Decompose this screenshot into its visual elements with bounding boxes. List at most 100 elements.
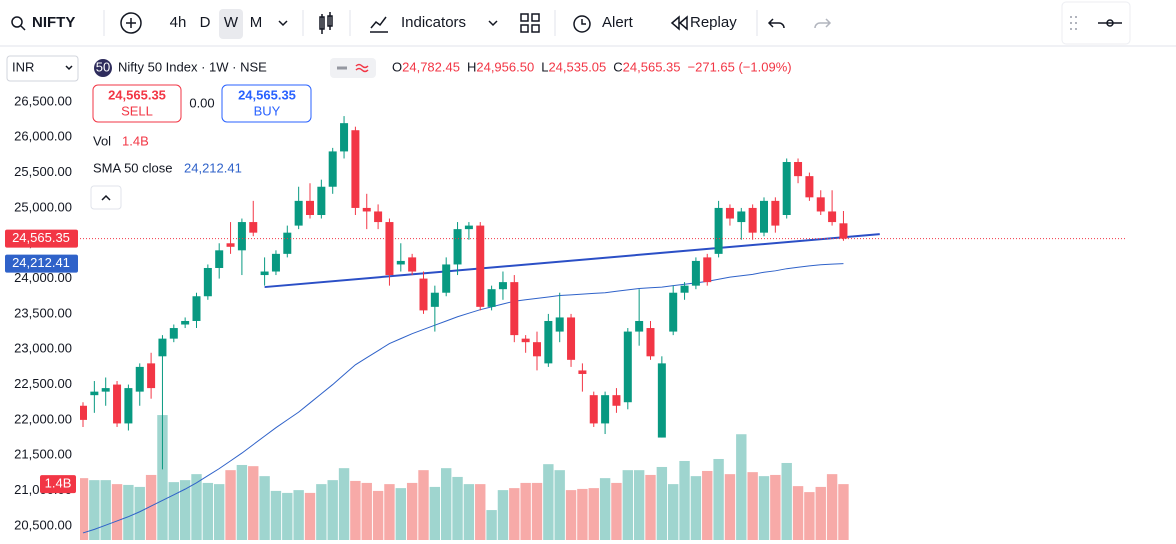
symbol-title[interactable]: Nifty 50 Index · 1W · NSE (118, 59, 267, 74)
candle-body (657, 363, 666, 438)
volume-bar (202, 482, 214, 540)
candle-body (169, 328, 178, 339)
volume-bar (724, 474, 736, 540)
volume-bar (350, 480, 361, 540)
candle-body (374, 211, 383, 223)
candle-body (362, 207, 371, 212)
redo-button[interactable] (814, 18, 832, 29)
sma-value: 24,212.41 (184, 160, 242, 175)
candle-body (612, 395, 621, 406)
volume-bar (327, 480, 338, 540)
sma-line (82, 263, 844, 534)
volume-bar (770, 474, 781, 540)
volume-bar (543, 464, 554, 540)
y-tick-label: 26,000.00 (14, 129, 72, 144)
candle-body (226, 243, 235, 247)
volume-bar (838, 484, 849, 540)
volume-bar (418, 470, 429, 540)
collapse-button[interactable] (90, 185, 122, 210)
candle-body (476, 225, 485, 307)
candle-body (680, 285, 689, 293)
candle-body (260, 271, 269, 276)
currency-select[interactable] (6, 55, 79, 82)
slider-knob (1106, 19, 1114, 27)
symbol[interactable]: NIFTY (32, 14, 75, 31)
ohlc-value: 24,535.05 (548, 59, 606, 74)
volume-bar (826, 474, 838, 540)
alert-button[interactable]: Alert (602, 14, 634, 31)
y-tick-label: 25,500.00 (14, 164, 72, 179)
volume-bar (191, 474, 202, 540)
sell-label: SELL (121, 103, 153, 118)
ohlc-key: O (392, 59, 402, 74)
candle-body (328, 151, 337, 187)
volume-bar (225, 470, 236, 540)
sell-button[interactable] (92, 84, 182, 123)
ohlc-value: 24,956.50 (476, 59, 534, 74)
volume-bar (372, 490, 384, 540)
candle-body (317, 186, 326, 215)
volume-bar (282, 492, 293, 540)
indicators-button[interactable]: Indicators (401, 14, 466, 31)
candle-body (80, 405, 87, 420)
ohlc-value: 24,782.45 (402, 59, 460, 74)
y-tick-label: 22,500.00 (14, 376, 72, 391)
volume-bar (622, 470, 633, 540)
candle-body (714, 207, 723, 254)
collapse-icon (101, 194, 111, 201)
candle-body (419, 278, 428, 311)
y-tick-label: 24,000.00 (14, 270, 72, 285)
replay-button[interactable]: Replay (690, 14, 737, 31)
candle-body (794, 162, 803, 177)
candle-body (646, 328, 655, 357)
drag-handle[interactable] (1070, 16, 1077, 30)
interval[interactable]: W (224, 14, 239, 31)
candle-body (691, 260, 700, 286)
candle-body (237, 222, 246, 251)
plot-area (80, 116, 1125, 540)
interval[interactable]: M (250, 14, 263, 31)
candle-body (351, 130, 360, 208)
status-pill[interactable] (330, 58, 376, 78)
volume-bar (509, 488, 520, 540)
volume-tag: 1.4B (45, 476, 72, 491)
pill-wave (355, 63, 369, 73)
candle-body (271, 253, 280, 272)
candle-body (839, 223, 848, 239)
candle-body (703, 257, 712, 283)
interval[interactable]: 4h (170, 14, 187, 31)
alert-icon[interactable] (573, 15, 591, 33)
volume-bar (248, 466, 259, 540)
compare-button[interactable] (120, 12, 142, 34)
candle-body (453, 229, 462, 265)
volume-label: Vol (93, 133, 111, 148)
indicators-icon[interactable] (370, 16, 388, 33)
volume-value: 1.4B (122, 133, 149, 148)
volume-bar (441, 468, 452, 540)
volume-bar (599, 478, 611, 540)
volume-bar (520, 482, 531, 540)
interval-dropdown[interactable] (278, 20, 288, 27)
search-icon[interactable] (11, 16, 23, 28)
volume-bar (80, 478, 89, 540)
volume-bar (736, 434, 747, 540)
volume-bar (429, 486, 441, 540)
replay-icon[interactable] (670, 15, 688, 31)
buy-button[interactable] (221, 84, 312, 123)
candle-body (113, 384, 122, 424)
last-price-tag: 24,565.35 (12, 230, 70, 245)
undo-button[interactable] (767, 18, 785, 29)
chart-type-button[interactable] (319, 12, 333, 34)
volume-bar (270, 490, 282, 540)
layouts-button[interactable] (520, 13, 540, 33)
candle-body (771, 200, 780, 226)
candle-body (816, 197, 825, 212)
volume-bar (236, 464, 248, 540)
sma-tag: 24,212.41 (12, 255, 70, 270)
volume-bar (565, 490, 577, 540)
indicators-dropdown[interactable] (488, 20, 498, 27)
candle-body (215, 250, 224, 268)
interval[interactable]: D (200, 14, 211, 31)
y-tick-label: 21,500.00 (14, 447, 72, 462)
candle-body (828, 211, 837, 223)
